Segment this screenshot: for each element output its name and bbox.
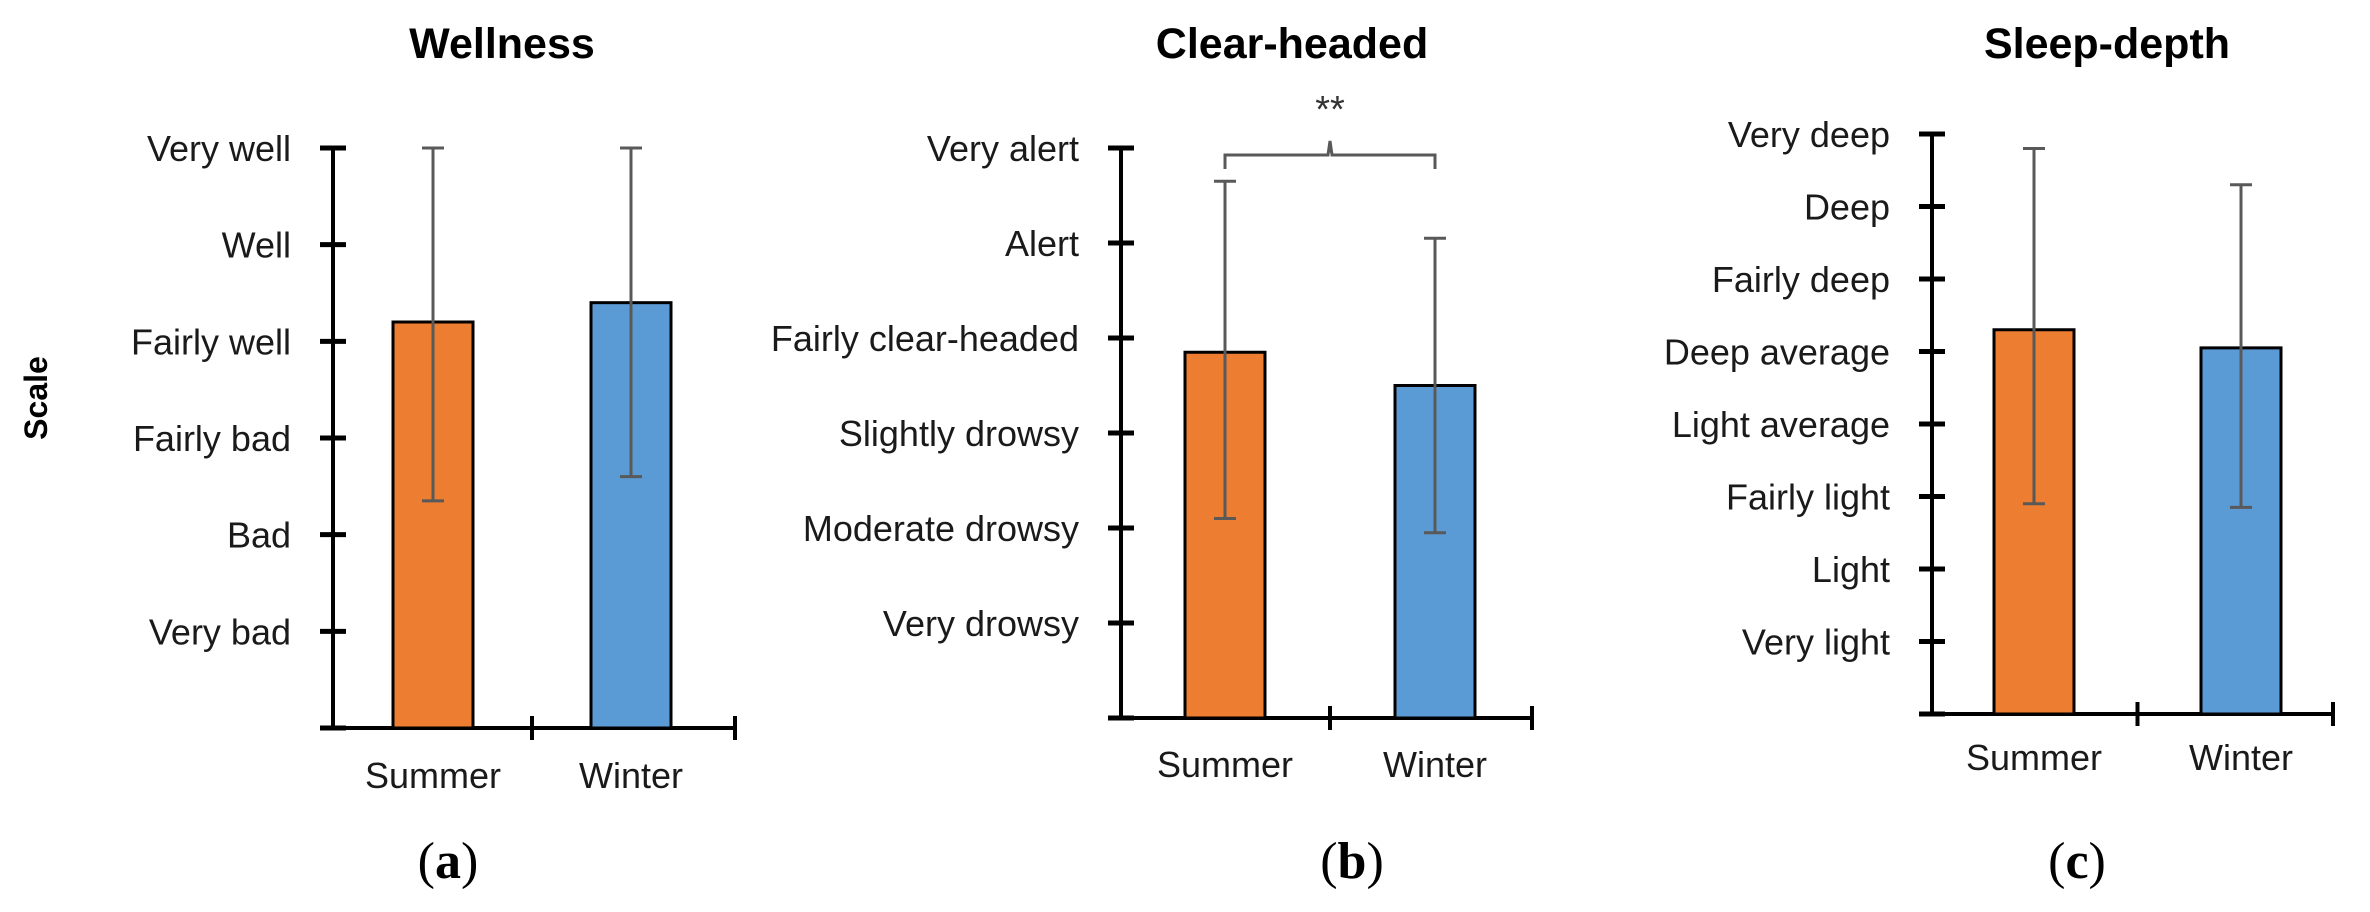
panel-c-sleep-depth: Sleep-depth Very light Light Fairly light Li… (1664, 20, 2335, 890)
y-tick-label: Very well (147, 128, 291, 169)
panel-letter: (b) (1320, 833, 1384, 890)
x-tick-label: Winter (2189, 737, 2293, 778)
y-tick-label: Fairly light (1726, 477, 1890, 518)
y-tick-label: Bad (227, 515, 291, 556)
y-tick-label: Deep average (1664, 332, 1890, 373)
panel-letter-close: ) (1366, 833, 1383, 890)
y-tick-label: Fairly deep (1712, 259, 1890, 300)
y-tick-label: Very deep (1728, 114, 1890, 155)
y-tick-label: Well (222, 225, 291, 266)
panel-b-clear-headed: Clear-headed Very drowsy Moderate drowsy Sl… (771, 20, 1534, 890)
significance-marker: ** (1315, 89, 1345, 131)
panel-letter-text: c (2065, 833, 2088, 890)
panel-letter-open: ( (2048, 833, 2065, 890)
y-tick-label: Light (1812, 549, 1890, 590)
y-tick-label: Deep (1804, 187, 1890, 228)
y-tick-label: Very light (1742, 622, 1890, 663)
y-tick-label: Very drowsy (883, 603, 1079, 644)
chart-title: Wellness (409, 20, 595, 68)
panel-letter-open: ( (418, 833, 435, 890)
panel-letter-open: ( (1320, 833, 1337, 890)
x-tick-label: Winter (579, 755, 683, 796)
x-tick-label: Winter (1383, 744, 1487, 785)
y-tick-label: Slightly drowsy (839, 413, 1079, 454)
panel-letter-text: b (1338, 833, 1367, 890)
chart-title: Sleep-depth (1984, 20, 2230, 68)
y-tick-label: Alert (1005, 223, 1079, 264)
significance-bracket (1223, 140, 1437, 169)
x-tick-label: Summer (1966, 737, 2102, 778)
panel-letter-close: ) (2089, 833, 2106, 890)
panel-a-wellness: Wellness Very bad Bad Fairly bad Fairly well… (131, 20, 737, 890)
panel-letter: (a) (418, 833, 479, 890)
panel-letter-close: ) (461, 833, 478, 890)
x-tick-label: Summer (1157, 744, 1293, 785)
y-tick-label: Very alert (927, 128, 1079, 169)
y-tick-label: Fairly bad (133, 418, 291, 459)
chart-title: Clear-headed (1156, 20, 1428, 68)
x-tick-label: Summer (365, 755, 501, 796)
y-tick-label: Very bad (149, 611, 291, 652)
y-tick-label: Moderate drowsy (803, 508, 1079, 549)
y-tick-label: Fairly well (131, 321, 291, 362)
panel-letter: (c) (2048, 833, 2106, 890)
panel-letter-text: a (435, 833, 461, 890)
y-tick-label: Fairly clear-headed (771, 318, 1079, 359)
y-axis-label: Scale (18, 356, 54, 440)
y-tick-label: Light average (1672, 404, 1890, 445)
